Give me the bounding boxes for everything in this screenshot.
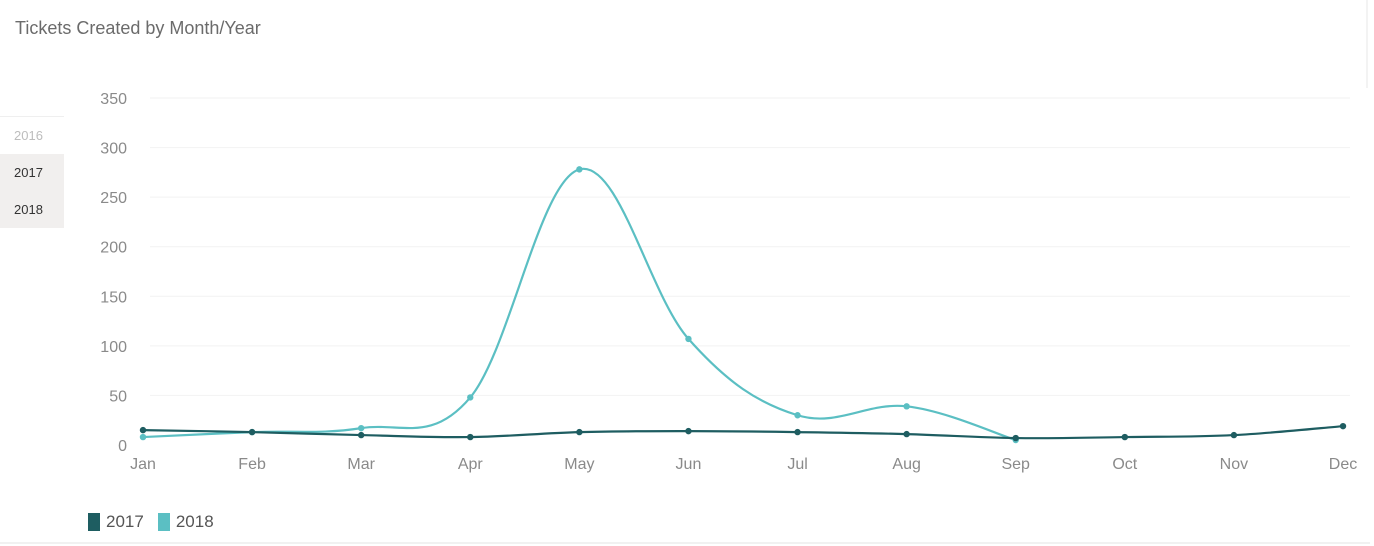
data-point[interactable] xyxy=(1121,433,1129,441)
x-tick-label: Dec xyxy=(1329,456,1357,473)
x-tick-label: Jan xyxy=(130,456,156,473)
data-point[interactable] xyxy=(139,433,147,441)
legend-swatch-2018 xyxy=(157,513,170,531)
y-tick-label: 300 xyxy=(100,141,127,158)
legend-item-2017[interactable]: 2017 xyxy=(88,512,144,532)
data-point[interactable] xyxy=(1230,431,1238,439)
year-selector: 2016 2017 2018 xyxy=(0,116,64,228)
y-tick-label: 150 xyxy=(100,289,127,306)
legend: 2017 2018 xyxy=(88,512,214,532)
y-tick-label: 250 xyxy=(100,190,127,207)
scrollbar[interactable] xyxy=(1366,0,1368,88)
series-line-2017 xyxy=(142,425,1344,440)
x-tick-label: Feb xyxy=(238,456,266,473)
data-point[interactable] xyxy=(1012,434,1019,442)
series-lines xyxy=(139,166,1347,444)
legend-label: 2017 xyxy=(106,512,144,531)
year-option-2018[interactable]: 2018 xyxy=(0,191,64,228)
series-2018 xyxy=(139,166,1019,444)
y-tick-label: 100 xyxy=(100,339,127,356)
legend-swatch-2017 xyxy=(88,513,100,531)
x-tick-label: Apr xyxy=(458,456,484,473)
data-point[interactable] xyxy=(139,426,147,434)
data-point[interactable] xyxy=(248,428,256,436)
data-point[interactable] xyxy=(576,166,583,173)
x-tick-label: Aug xyxy=(892,456,920,473)
y-tick-label: 50 xyxy=(109,388,127,405)
data-point[interactable] xyxy=(903,430,910,438)
legend-label: 2018 xyxy=(175,512,214,531)
data-point[interactable] xyxy=(685,427,692,435)
x-tick-label: May xyxy=(564,456,594,473)
y-tick-label: 200 xyxy=(100,240,127,257)
x-axis: Jan Feb Mar Apr May Jun Jul Aug Sep Oct Nov Dec xyxy=(130,456,1357,473)
x-tick-label: Oct xyxy=(1112,456,1137,473)
y-axis: 0 50 100 150 200 250 300 350 xyxy=(100,91,127,455)
data-point[interactable] xyxy=(903,403,910,410)
y-tick-label: 0 xyxy=(118,438,127,455)
series-line-2018 xyxy=(142,167,1017,442)
data-point[interactable] xyxy=(794,428,801,436)
card-title: Tickets Created by Month/Year xyxy=(15,18,261,38)
data-point[interactable] xyxy=(576,428,583,436)
legend-item-2018[interactable]: 2018 xyxy=(157,512,214,532)
data-point[interactable] xyxy=(685,335,692,343)
x-tick-label: Jul xyxy=(787,456,807,473)
x-tick-label: Nov xyxy=(1220,456,1248,473)
data-point[interactable] xyxy=(357,424,365,432)
year-option-2017[interactable]: 2017 xyxy=(0,154,64,191)
series-2017 xyxy=(139,422,1347,442)
data-point[interactable] xyxy=(357,431,365,439)
line-chart: 0 50 100 150 200 250 300 350 Jan Feb Mar Apr May Jun… xyxy=(100,91,1357,473)
x-tick-label: Sep xyxy=(1001,456,1030,473)
data-point[interactable] xyxy=(794,412,801,419)
data-point[interactable] xyxy=(1339,422,1347,430)
x-tick-label: Mar xyxy=(347,456,375,473)
year-option-2016[interactable]: 2016 xyxy=(0,117,64,154)
data-point[interactable] xyxy=(467,394,474,401)
x-tick-label: Jun xyxy=(676,456,702,473)
data-point[interactable] xyxy=(467,433,474,441)
y-tick-label: 350 xyxy=(100,91,127,108)
gridlines xyxy=(150,97,1350,396)
